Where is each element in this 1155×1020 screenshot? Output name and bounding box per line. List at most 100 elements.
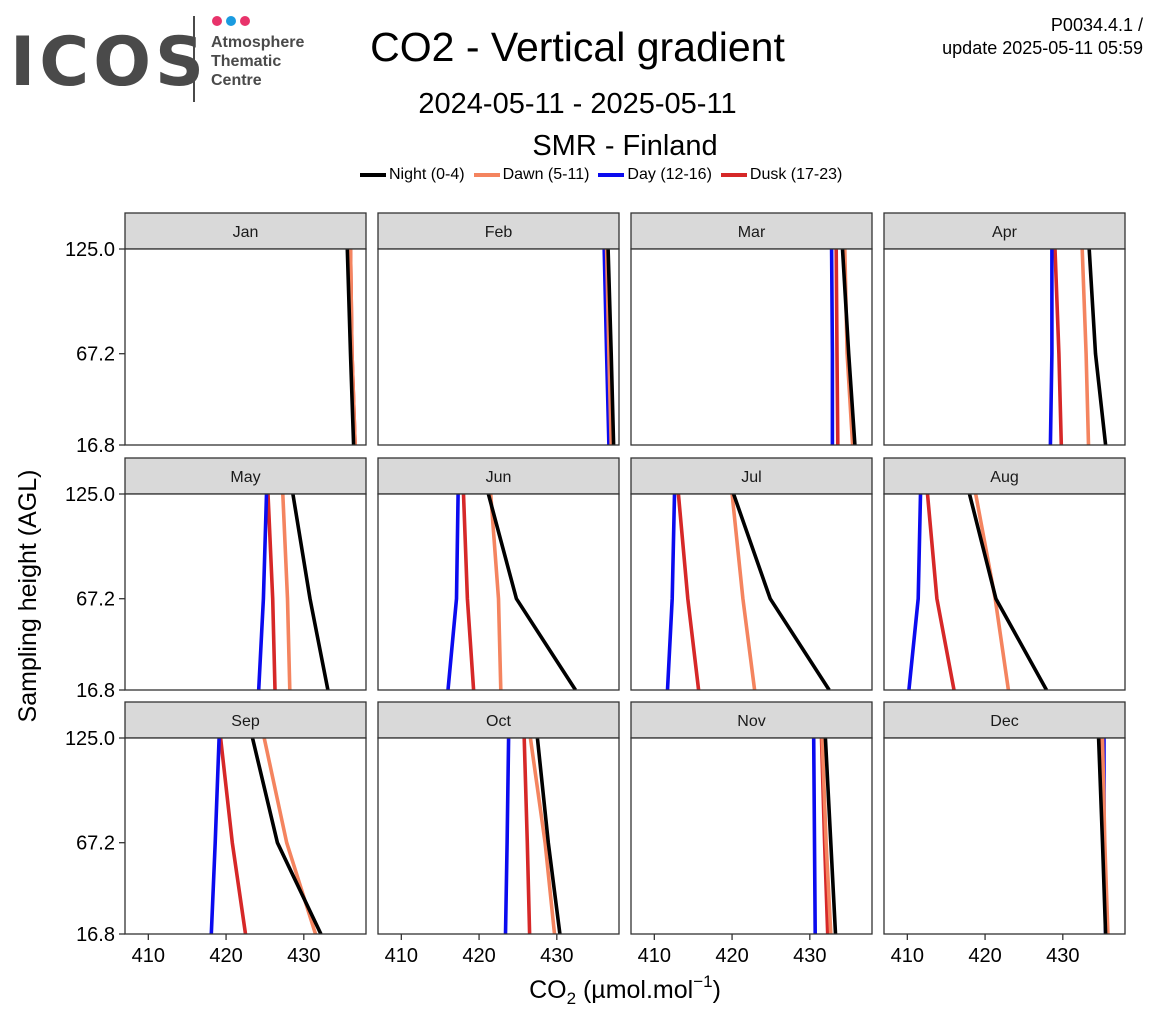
panel-oct: Oct 410 420 430 <box>377 701 620 967</box>
series-line-day <box>256 494 269 690</box>
panel-sep: Sep 16.8 67.2 125.0 410 420 430 <box>65 701 367 967</box>
series-line-night <box>731 494 831 690</box>
panel-background <box>631 738 872 934</box>
panel-mar: Mar <box>630 212 873 446</box>
y-tick-label: 16.8 <box>76 435 115 457</box>
panel-label: Mar <box>738 224 766 241</box>
y-tick-label: 125.0 <box>65 484 115 506</box>
x-tick-label: 420 <box>209 945 242 967</box>
x-tick-label: 430 <box>540 945 573 967</box>
series-line-dusk <box>676 494 701 690</box>
series-line-dawn <box>488 494 503 690</box>
panel-background <box>884 738 1125 934</box>
panel-strip <box>883 457 1126 495</box>
series-line-dusk <box>834 249 840 445</box>
series-line-day <box>665 494 677 690</box>
icos-logo: ICOS Atmosphere Thematic Centre <box>10 16 304 102</box>
series-line-night <box>535 738 562 934</box>
x-tick-label: 410 <box>385 945 418 967</box>
series-line-dusk <box>522 738 532 934</box>
panel-background <box>125 249 366 445</box>
legend-label-dusk: Dusk (17-23) <box>749 166 843 183</box>
panel-border <box>630 737 873 935</box>
x-tick-label: 410 <box>891 945 924 967</box>
series-line-night <box>291 494 330 690</box>
panel-strip <box>883 701 1126 739</box>
y-tick-label: 16.8 <box>76 924 115 946</box>
panel-border <box>124 493 367 691</box>
legend-item-night: Night (0-4) <box>360 166 465 184</box>
panel-border <box>124 248 367 446</box>
y-tick-label: 67.2 <box>76 833 115 855</box>
x-tick-label: 420 <box>715 945 748 967</box>
legend-item-dusk: Dusk (17-23) <box>720 166 843 184</box>
y-tick-label: 125.0 <box>65 239 115 261</box>
panel-jul: Jul <box>630 457 873 691</box>
x-tick-label: 410 <box>132 945 165 967</box>
panel-label: Jul <box>741 469 761 486</box>
series-line-dawn <box>528 738 557 934</box>
panel-border <box>377 493 620 691</box>
y-axis-title: Sampling height (AGL) <box>14 470 42 723</box>
legend-item-dawn: Dawn (5-11) <box>473 166 589 184</box>
logo-subtext-1: Atmosphere <box>211 34 304 51</box>
panel-border <box>124 737 367 935</box>
panel-aug: Aug <box>883 457 1126 691</box>
panel-dec: Dec 410 420 430 <box>883 701 1126 967</box>
series-line-dawn <box>820 738 833 934</box>
chart-subtitle: 2024-05-11 - 2025-05-11 <box>418 88 737 120</box>
x-tick-label: 430 <box>1046 945 1079 967</box>
version-info: P0034.4.1 / update 2025-05-11 05:59 <box>942 14 1143 60</box>
panel-background <box>125 738 366 934</box>
series-line-night <box>606 249 616 445</box>
series-line-day <box>811 738 817 934</box>
panel-background <box>378 738 619 934</box>
legend-swatch-day <box>598 173 625 177</box>
legend-swatch-dawn <box>473 173 500 177</box>
series-line-day <box>446 494 460 690</box>
panel-strip <box>630 701 873 739</box>
series-line-day <box>907 494 923 690</box>
x-tick-label: 420 <box>462 945 495 967</box>
series-line-night <box>486 494 578 690</box>
panel-border <box>377 248 620 446</box>
series-line-dawn <box>730 494 757 690</box>
legend-label-day: Day (12-16) <box>627 166 712 183</box>
panel-strip <box>124 212 367 250</box>
y-tick-label: 125.0 <box>65 728 115 750</box>
logo-dot-pink <box>212 16 222 26</box>
panel-background <box>125 494 366 690</box>
panel-label: Sep <box>231 713 260 730</box>
panel-border <box>630 248 873 446</box>
chart-title: CO2 - Vertical gradient <box>370 24 785 70</box>
legend-swatch-night <box>360 173 386 177</box>
logo-dot-blue <box>226 16 236 26</box>
x-tick-label: 410 <box>638 945 671 967</box>
panel-border <box>377 737 620 935</box>
panel-strip <box>883 212 1126 250</box>
y-tick-label: 67.2 <box>76 344 115 366</box>
series-line-day <box>209 738 221 934</box>
series-line-dusk <box>266 494 277 690</box>
series-line-dawn <box>281 494 292 690</box>
panel-border <box>883 737 1126 935</box>
version-line-2: update 2025-05-11 05:59 <box>942 38 1143 58</box>
panel-label: Aug <box>990 469 1018 486</box>
panel-label: Jun <box>486 469 512 486</box>
panel-label: Apr <box>992 224 1018 241</box>
legend-item-day: Day (12-16) <box>598 166 712 184</box>
panel-label: Feb <box>485 224 513 241</box>
panel-apr: Apr <box>883 212 1126 446</box>
panel-border <box>883 493 1126 691</box>
series-line-dawn <box>1080 249 1091 445</box>
series-line-day <box>503 738 511 934</box>
panel-strip <box>630 212 873 250</box>
legend-label-night: Night (0-4) <box>389 166 465 183</box>
panel-background <box>378 249 619 445</box>
panel-label: Nov <box>737 713 765 730</box>
panel-jun: Jun <box>377 457 620 691</box>
x-tick-label: 430 <box>793 945 826 967</box>
panel-may: May 16.8 67.2 125.0 <box>65 457 367 702</box>
series-line-night <box>967 494 1049 690</box>
panel-feb: Feb <box>377 212 620 446</box>
